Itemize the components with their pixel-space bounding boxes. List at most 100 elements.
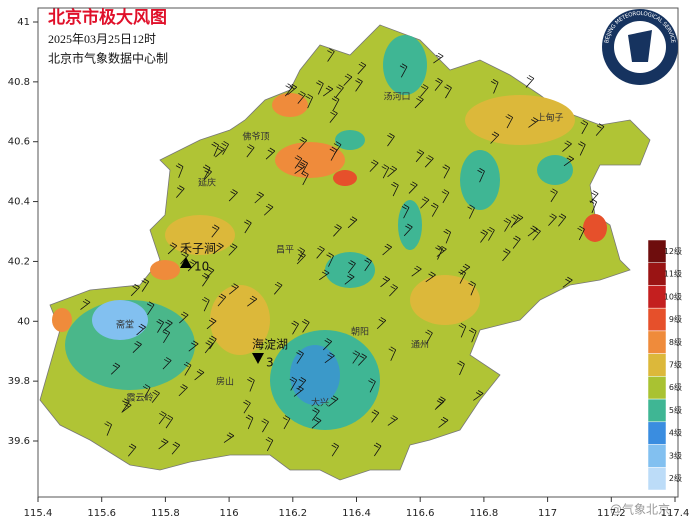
wind-barb-flag — [564, 142, 570, 146]
wind-barb-flag — [136, 341, 142, 345]
wind-barb-flag — [566, 140, 572, 145]
wind-barb — [327, 51, 335, 62]
wind-barb-flag — [267, 436, 274, 441]
wind-barb — [297, 250, 305, 261]
wind-barb-flag — [368, 380, 374, 384]
wind-barb-flag — [589, 200, 595, 204]
wind-barb — [263, 206, 274, 216]
wind-barb-flag — [300, 90, 306, 95]
wind-barb-flag — [297, 249, 303, 253]
wind-barb — [178, 387, 188, 397]
wind-barb-flag — [528, 75, 535, 79]
wind-barb — [180, 254, 189, 265]
y-tick-label: 41 — [17, 17, 30, 28]
wind-barb — [563, 158, 575, 167]
wind-barb-flag — [329, 352, 335, 357]
wind-barb — [157, 322, 164, 333]
place-label: 汤河口 — [383, 91, 410, 103]
wind-barb-flag — [477, 390, 484, 394]
wind-barb-flag — [114, 362, 121, 367]
wind-barb — [311, 420, 322, 429]
wind-barb — [243, 402, 251, 414]
wind-barb-flag — [526, 77, 532, 81]
wind-barb-flag — [372, 159, 379, 164]
wind-barb — [493, 82, 499, 94]
wind-barb-flag — [416, 151, 422, 155]
wind-barb-flag — [84, 298, 91, 303]
wind-barb — [316, 248, 325, 259]
wind-barb-flag — [294, 157, 300, 161]
wind-barb-flag — [122, 400, 128, 404]
wind-barb-flag — [246, 146, 252, 150]
wind-barb — [179, 314, 189, 324]
wind-barb — [525, 78, 535, 88]
wind-barb-flag — [180, 386, 186, 390]
wind-barb-flag — [112, 364, 118, 368]
wind-barb-flag — [462, 265, 468, 269]
wind-barb-flag — [229, 245, 235, 249]
wind-barb-flag — [392, 284, 398, 288]
wind-barb-flag — [422, 84, 429, 88]
wind-barb — [162, 322, 173, 332]
wind-barb — [426, 332, 433, 344]
wind-barb-flag — [336, 224, 342, 228]
wind-barb — [290, 379, 298, 391]
x-tick-label: 117 — [538, 508, 557, 519]
wind-barb-flag — [558, 215, 564, 219]
wind-barb-flag — [350, 260, 356, 264]
wind-barb — [595, 126, 605, 136]
wind-barb — [480, 232, 488, 243]
watermark: @气象北京 — [610, 502, 670, 517]
wind-barb-flag — [276, 281, 283, 286]
wind-barb-flag — [323, 269, 330, 274]
wind-barb-flag — [390, 417, 396, 421]
wind-barb-flag — [216, 244, 222, 248]
wind-barb-flag — [243, 401, 249, 405]
wind-barb-flag — [532, 225, 538, 230]
wind-barb — [262, 421, 269, 433]
wind-barb-flag — [299, 139, 305, 143]
wind-barb-flag — [410, 183, 416, 187]
wind-barb-flag — [329, 48, 335, 52]
wind-barb-flag — [249, 297, 255, 301]
wind-barb — [357, 64, 367, 75]
wind-barb-flag — [382, 278, 388, 282]
wind-barb-flag — [515, 235, 521, 240]
wind-barb-flag — [220, 293, 227, 298]
wind-barb-flag — [256, 193, 262, 197]
wind-barb — [488, 229, 495, 241]
wind-barb — [589, 193, 599, 203]
wind-barb — [434, 401, 445, 410]
wind-barb-flag — [390, 346, 396, 351]
wind-barb-flag — [249, 376, 255, 381]
wind-barb-flag — [373, 444, 379, 448]
wind-barb-flag — [204, 273, 210, 277]
wind-barb-flag — [427, 329, 433, 334]
wind-barb — [331, 445, 340, 457]
wind-barb-flag — [444, 164, 450, 169]
wind-barb-flag — [438, 52, 444, 57]
wind-zone — [333, 170, 357, 186]
wind-barb — [513, 217, 524, 226]
wind-barb-flag — [318, 80, 324, 84]
wind-barb — [254, 194, 264, 204]
wind-zone — [325, 252, 375, 288]
wind-barb — [228, 286, 239, 295]
wind-barb-flag — [167, 414, 173, 419]
logo: BEIJING METEOROLOGICAL SERVICE — [602, 9, 678, 85]
wind-barb-flag — [206, 268, 212, 273]
wind-zone — [210, 285, 270, 355]
wind-barb-flag — [349, 218, 355, 222]
wind-barb-flag — [207, 340, 213, 344]
wind-barb — [213, 245, 224, 254]
wind-barb — [121, 404, 132, 413]
wind-barb-flag — [475, 392, 481, 396]
station-name: 禾子涧 — [180, 242, 216, 256]
wind-zone — [410, 275, 480, 325]
wind-barb-flag — [124, 398, 130, 403]
wind-barb-flag — [293, 320, 299, 325]
wind-barb-flag — [421, 86, 426, 90]
wind-barb-flag — [441, 191, 447, 195]
wind-barb — [380, 279, 391, 288]
wind-barb-flag — [299, 163, 305, 168]
